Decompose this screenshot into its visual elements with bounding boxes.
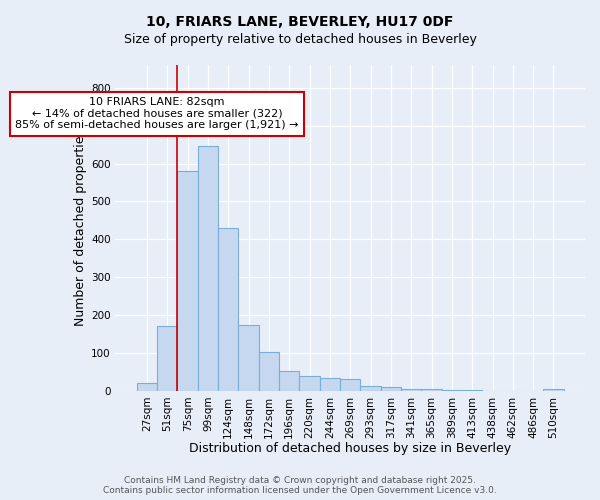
Bar — [299, 376, 320, 391]
Bar — [462, 390, 482, 391]
Bar — [340, 380, 361, 391]
Bar — [259, 352, 279, 391]
Bar — [157, 326, 178, 391]
X-axis label: Distribution of detached houses by size in Beverley: Distribution of detached houses by size … — [189, 442, 511, 455]
Bar — [544, 388, 563, 391]
Bar — [218, 228, 238, 391]
Y-axis label: Number of detached properties: Number of detached properties — [74, 130, 87, 326]
Bar — [137, 384, 157, 391]
Bar — [442, 390, 462, 391]
Text: 10 FRIARS LANE: 82sqm
← 14% of detached houses are smaller (322)
85% of semi-det: 10 FRIARS LANE: 82sqm ← 14% of detached … — [16, 97, 299, 130]
Bar — [381, 387, 401, 391]
Bar — [178, 171, 198, 391]
Text: Size of property relative to detached houses in Beverley: Size of property relative to detached ho… — [124, 32, 476, 46]
Bar — [198, 146, 218, 391]
Bar — [361, 386, 381, 391]
Bar — [421, 390, 442, 391]
Text: Contains HM Land Registry data © Crown copyright and database right 2025.
Contai: Contains HM Land Registry data © Crown c… — [103, 476, 497, 495]
Bar — [401, 389, 421, 391]
Text: 10, FRIARS LANE, BEVERLEY, HU17 0DF: 10, FRIARS LANE, BEVERLEY, HU17 0DF — [146, 15, 454, 29]
Bar — [279, 371, 299, 391]
Bar — [320, 378, 340, 391]
Bar — [238, 324, 259, 391]
